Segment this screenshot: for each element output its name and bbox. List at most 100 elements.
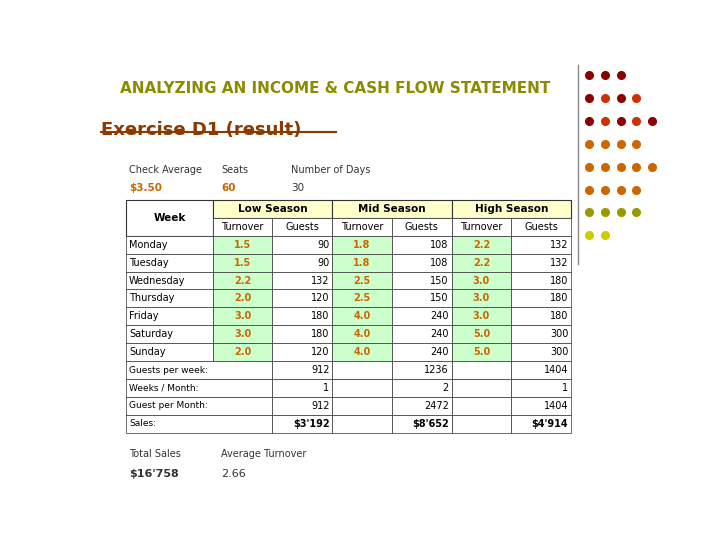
Bar [511,254,571,272]
Bar [511,343,571,361]
Bar [511,307,571,325]
Bar [332,289,392,307]
Text: 30: 30 [291,183,304,193]
Bar [451,218,511,236]
Bar [272,236,332,254]
Text: Saturday: Saturday [129,329,173,339]
Bar [451,343,511,361]
Text: 3.0: 3.0 [473,312,490,321]
Text: Guests: Guests [405,222,438,232]
Text: 1: 1 [323,383,329,393]
Text: 120: 120 [311,347,329,357]
Bar [451,236,511,254]
Text: 240: 240 [431,312,449,321]
Text: 3.0: 3.0 [473,293,490,303]
Text: ANALYZING AN INCOME & CASH FLOW STATEMENT: ANALYZING AN INCOME & CASH FLOW STATEMEN… [120,82,551,97]
Bar [392,289,451,307]
Bar [392,415,451,433]
Bar [126,361,272,379]
Bar [451,307,511,325]
Bar [332,272,392,289]
Bar [272,379,332,397]
Bar [272,254,332,272]
Text: 2.5: 2.5 [354,275,371,286]
Bar [451,325,511,343]
Text: 132: 132 [311,275,329,286]
Bar [392,272,451,289]
Bar [511,272,571,289]
Text: 2.0: 2.0 [234,347,251,357]
Text: Monday: Monday [129,240,168,249]
Bar [451,254,511,272]
Bar [272,361,332,379]
Text: Guest per Month:: Guest per Month: [129,401,208,410]
Bar [451,379,511,397]
Text: 300: 300 [550,347,568,357]
Text: 912: 912 [311,401,329,411]
Text: Mid Season: Mid Season [358,204,426,214]
Bar [126,397,272,415]
Bar [213,289,272,307]
Bar [272,343,332,361]
Text: 120: 120 [311,293,329,303]
Bar [272,272,332,289]
Text: 1404: 1404 [544,365,568,375]
Bar [126,415,272,433]
Bar [126,289,213,307]
Text: 240: 240 [431,347,449,357]
Bar [392,307,451,325]
Bar [511,325,571,343]
Text: 5.0: 5.0 [473,347,490,357]
Text: Friday: Friday [129,312,158,321]
Bar [332,343,392,361]
Bar [213,254,272,272]
Bar [511,397,571,415]
Text: 1.8: 1.8 [354,258,371,268]
Bar [332,379,392,397]
Bar [272,397,332,415]
Text: 3.0: 3.0 [473,275,490,286]
Text: Thursday: Thursday [129,293,174,303]
Bar [332,200,451,218]
Text: 912: 912 [311,365,329,375]
Bar [126,236,213,254]
Text: 2.2: 2.2 [473,258,490,268]
Bar [126,343,213,361]
Bar [126,254,213,272]
Text: 300: 300 [550,329,568,339]
Text: Exercise D1 (result): Exercise D1 (result) [101,121,302,139]
Text: Average Turnover: Average Turnover [221,449,307,460]
Bar [451,361,511,379]
Text: 180: 180 [311,329,329,339]
Text: 2.66: 2.66 [221,469,246,480]
Text: 4.0: 4.0 [354,329,371,339]
Text: 2472: 2472 [424,401,449,411]
Text: 180: 180 [311,312,329,321]
Text: Sales:: Sales: [129,420,156,428]
Bar [451,289,511,307]
Bar [392,361,451,379]
Bar [392,343,451,361]
Text: 4.0: 4.0 [354,347,371,357]
Bar [272,307,332,325]
Bar [392,254,451,272]
Bar [332,361,392,379]
Text: 240: 240 [431,329,449,339]
Text: 132: 132 [549,240,568,249]
Bar [392,379,451,397]
Text: 1.5: 1.5 [234,258,251,268]
Bar [213,218,272,236]
Bar [392,218,451,236]
Text: 150: 150 [431,293,449,303]
Bar [451,200,571,218]
Bar [511,218,571,236]
Text: 150: 150 [431,275,449,286]
Text: Total Sales: Total Sales [129,449,181,460]
Bar [126,200,213,236]
Bar [332,397,392,415]
Text: Number of Days: Number of Days [291,165,370,174]
Bar [332,254,392,272]
Text: 1404: 1404 [544,401,568,411]
Text: 1236: 1236 [424,365,449,375]
Bar [126,379,272,397]
